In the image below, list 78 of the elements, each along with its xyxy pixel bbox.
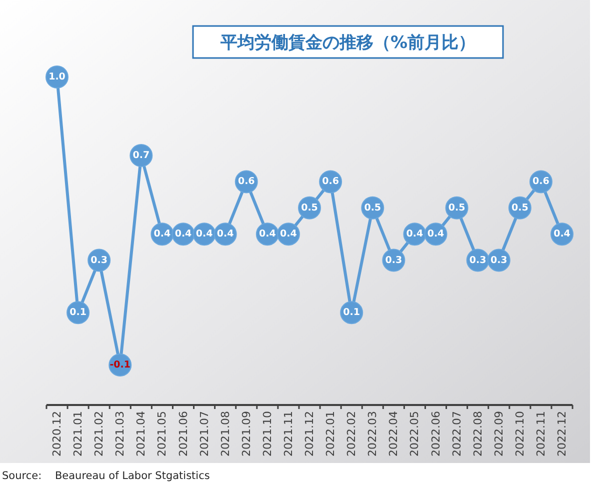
- x-tick-label: 2022.11: [534, 411, 548, 456]
- data-label: 0.7: [132, 150, 150, 162]
- x-tick-label: 2021.01: [72, 411, 85, 456]
- data-label: 0.6: [532, 176, 550, 188]
- data-label: 0.4: [196, 228, 214, 240]
- x-tick-label: 2022.12: [556, 411, 568, 456]
- x-tick-label: 2022.10: [513, 411, 526, 456]
- point: 0.4: [172, 222, 195, 246]
- data-label: 0.3: [90, 254, 108, 266]
- data-label: 0.5: [448, 202, 466, 214]
- x-tick-label: 2021.08: [218, 411, 232, 456]
- point: 0.3: [88, 248, 111, 272]
- x-tick-label: 2021.12: [303, 411, 316, 456]
- point: 0.5: [508, 196, 532, 220]
- x-tick-label: 2022.08: [471, 411, 484, 456]
- source-note: Source: Beaureau of Labor Stgatistics: [2, 470, 210, 482]
- point: 0.1: [66, 301, 90, 324]
- data-label: 0.4: [280, 228, 298, 240]
- data-label: 0.4: [154, 228, 172, 240]
- x-tick-label: 2021.09: [240, 411, 253, 456]
- point: 0.5: [445, 196, 468, 220]
- point: 0.3: [487, 248, 510, 272]
- x-tick-label: 2022.04: [387, 411, 400, 456]
- data-label: 0.5: [511, 202, 528, 214]
- x-tick-label: 2022.07: [450, 411, 464, 456]
- data-label: 0.5: [364, 202, 382, 214]
- data-label: 0.1: [343, 307, 360, 318]
- x-tick-label: 2022.03: [366, 411, 380, 456]
- data-label: 0.5: [301, 202, 318, 214]
- data-label: 0.6: [322, 176, 340, 188]
- data-label: 0.4: [406, 228, 424, 240]
- point: 0.4: [424, 222, 448, 246]
- x-tick-label: 2021.03: [114, 411, 127, 456]
- data-label: 0.4: [174, 228, 192, 240]
- point: 0.4: [256, 222, 279, 246]
- data-label: 0.3: [469, 254, 486, 266]
- point: -0.1: [108, 354, 132, 376]
- point: 0.4: [550, 222, 574, 246]
- x-tick-label: 2022.01: [324, 411, 338, 456]
- point: 0.5: [298, 196, 321, 220]
- point: 0.4: [403, 222, 426, 246]
- point: 0.5: [361, 196, 384, 220]
- point: 0.4: [192, 222, 216, 246]
- data-label: 0.3: [490, 254, 508, 266]
- chart-title: 平均労働賃金の推移（%前月比）: [219, 33, 476, 53]
- x-tick-label: 2022.02: [345, 411, 358, 456]
- data-label: 0.3: [385, 254, 402, 266]
- point: 0.1: [340, 301, 364, 324]
- x-tick-label: 2021.07: [198, 411, 211, 456]
- data-label: 0.4: [554, 228, 571, 240]
- x-tick-label: 2021.05: [156, 411, 169, 456]
- point: 1.0: [46, 66, 68, 88]
- data-label: 1.0: [48, 72, 66, 82]
- data-label: 0.4: [427, 228, 445, 240]
- x-tick-label: 2022.06: [429, 411, 442, 456]
- point: 0.3: [382, 248, 406, 272]
- x-tick-label: 2021.06: [176, 411, 190, 456]
- point: 0.6: [234, 170, 258, 194]
- point: 0.3: [466, 248, 490, 272]
- data-label: 0.1: [70, 307, 86, 318]
- point: 0.4: [150, 222, 174, 246]
- point: 0.7: [130, 144, 153, 168]
- point: 0.4: [276, 222, 300, 246]
- title: 平均労働賃金の推移（%前月比）: [192, 25, 504, 59]
- data-label: 0.6: [238, 176, 256, 188]
- point: 0.4: [214, 222, 237, 246]
- point: 0.6: [319, 170, 342, 194]
- point: 0.6: [529, 170, 552, 194]
- x-tick-label: 2022.05: [408, 411, 422, 456]
- data-label: -0.1: [110, 360, 131, 370]
- data-label: 0.4: [258, 228, 276, 240]
- x-tick-label: 2022.09: [492, 411, 506, 456]
- x-tick-label: 2021.11: [282, 411, 295, 456]
- x-tick-label: 2021.02: [92, 411, 106, 456]
- x-tick-label: 2021.04: [134, 411, 148, 456]
- x-tick-label: 2020.12: [50, 411, 64, 456]
- x-tick-label: 2021.10: [260, 411, 274, 456]
- data-label: 0.4: [216, 228, 234, 240]
